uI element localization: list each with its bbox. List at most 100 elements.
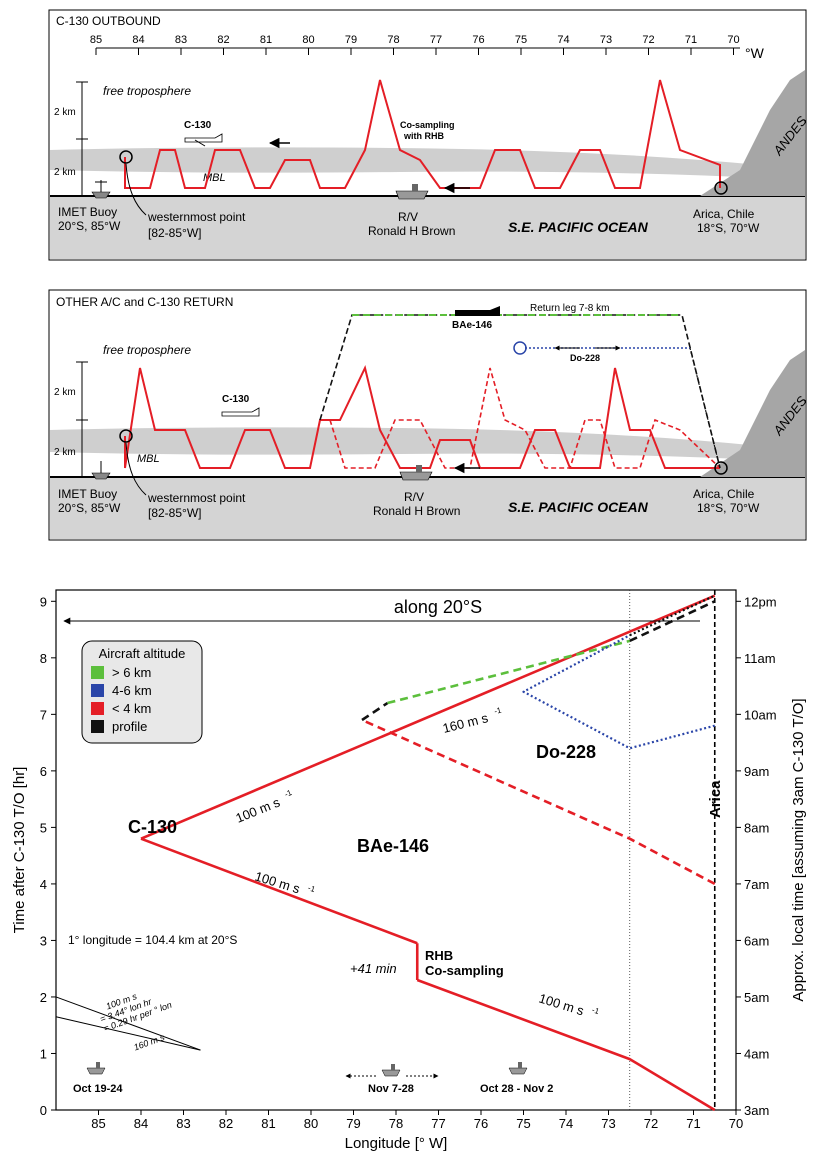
chart-series-0-segment-2 [140, 837, 418, 945]
legend-box [81, 640, 203, 744]
legend-label-4to6km: 4-6 km [112, 683, 152, 698]
outbound-lon-tick-label: 78 [387, 34, 399, 46]
legend-label-gt6km: > 6 km [112, 665, 151, 680]
chart-x-tick-label: 73 [601, 1116, 615, 1131]
chart-x-tick-label: 76 [474, 1116, 488, 1131]
legend-title: Aircraft altitude [99, 646, 186, 661]
chart-x-tick-label: 82 [219, 1116, 233, 1131]
outbound-lon-ticks: 85 84 83 82 81 80 79 78 77 76 75 74 73 72 71 70 [90, 34, 740, 55]
outbound-lon-tick-label: 71 [685, 34, 697, 46]
legend-label-profile: profile [112, 719, 147, 734]
chart-wedge-line-4: 160 m s [132, 1032, 166, 1053]
chart-y2-label: Approx. local time [assuming 3am C-130 T… [790, 698, 807, 1001]
return-2km-upper: 2 km [54, 387, 76, 398]
chart-y2-tick-label: 4am [744, 1046, 769, 1061]
outbound-rv-label-2: Ronald H Brown [368, 224, 455, 238]
panel-return-title: OTHER A/C and C-130 RETURN [56, 295, 233, 309]
chart-x-label: Longitude [° W] [345, 1135, 448, 1152]
chart-speed-100c: 100 m s -1 [537, 991, 601, 1019]
outbound-c130-icon [184, 133, 223, 147]
chart-y2-ticks: 3am 4am 5am 6am 7am 8am 9am 10am 11am 12pm [736, 594, 777, 1118]
return-arica-label-1: Arica, Chile [693, 487, 755, 501]
outbound-deg-w: °W [745, 45, 765, 61]
outbound-flight-track [124, 79, 721, 189]
panel-outbound: C-130 OUTBOUND 85 84 83 82 81 80 79 78 77 76 75 74 7… [48, 9, 810, 261]
chart-y-tick-label: 5 [40, 820, 47, 835]
return-bae-label: BAe-146 [452, 320, 492, 331]
chart-speed-160-sup: -1 [493, 705, 503, 716]
return-c130-label: C-130 [222, 394, 250, 405]
outbound-arica-label-1: Arica, Chile [693, 207, 755, 221]
return-bae-profile [329, 367, 721, 469]
chart-series-2-segment-1 [629, 594, 716, 637]
legend-swatch-4to6km [91, 684, 104, 697]
chart-x-tick-label: 83 [176, 1116, 190, 1131]
chart-legend: Aircraft altitude > 6 km 4-6 km < 4 km p… [81, 640, 203, 744]
chart-y-tick-label: 4 [40, 877, 47, 892]
chart-speed-100a-sup: -1 [283, 788, 293, 799]
chart-y-ticks: 0 1 2 3 4 5 6 7 8 9 [40, 594, 56, 1118]
chart-speed-100b-sup: -1 [307, 883, 317, 894]
return-buoy-label-2: 20°S, 85°W [58, 501, 121, 515]
outbound-buoy-label-1: IMET Buoy [58, 205, 117, 219]
chart-speed-160: 160 m s -1 [441, 705, 503, 735]
outbound-lon-tick-label: 80 [302, 34, 314, 46]
chart-y2-tick-label: 10am [744, 707, 777, 722]
chart-wedge-160 [55, 1016, 201, 1051]
chart-x-tick-label: 85 [91, 1116, 105, 1131]
chart-x-tick-label: 81 [261, 1116, 275, 1131]
return-c130-track [124, 365, 720, 469]
chart-y2-tick-label: 12pm [744, 594, 777, 609]
return-westernmost-marker [119, 429, 133, 443]
chart-series-1-segment-1 [361, 701, 389, 722]
chart-x-tick-label: 74 [559, 1116, 573, 1131]
timing-chart: 85 84 83 82 81 80 79 78 77 76 75 74 73 72 71 70 0123456… [11, 589, 807, 1152]
chart-x-tick-label: 71 [686, 1116, 700, 1131]
outbound-ocean-label: S.E. PACIFIC OCEAN [508, 219, 649, 235]
chart-speed-100b: 100 m s -1 [253, 869, 317, 897]
chart-series-2-segment-0 [522, 634, 716, 750]
legend-swatch-lt4km [91, 702, 104, 715]
chart-series-1-segment-0 [361, 718, 716, 886]
outbound-free-trop: free troposphere [103, 84, 191, 98]
outbound-arica-label-2: 18°S, 70°W [697, 221, 760, 235]
chart-y-tick-label: 2 [40, 990, 47, 1005]
chart-cruise-label-3: Oct 28 - Nov 2 [480, 1083, 553, 1095]
return-ship-icon [399, 465, 433, 481]
chart-x-tick-label: 80 [304, 1116, 318, 1131]
return-mbl: MBL [137, 453, 160, 465]
chart-rhb-label-2: Co-sampling [425, 963, 504, 978]
outbound-westernmost-pointer [125, 163, 147, 216]
chart-y-tick-label: 3 [40, 933, 47, 948]
outbound-cosampling-2: with RHB [403, 131, 444, 141]
return-arica-label-2: 18°S, 70°W [697, 501, 760, 515]
chart-arica-label: Arica [707, 780, 724, 818]
chart-x-tick-label: 75 [516, 1116, 530, 1131]
return-free-trop: free troposphere [103, 343, 191, 357]
legend-label-lt4km: < 4 km [112, 701, 151, 716]
chart-y-tick-label: 6 [40, 764, 47, 779]
outbound-arica-marker [714, 181, 728, 195]
return-do228-label: Do-228 [570, 353, 600, 363]
legend-swatch-gt6km [91, 666, 104, 679]
chart-cruise-ship-3 [508, 1062, 528, 1075]
return-arica-marker [714, 461, 728, 475]
chart-speed-100c-sup: -1 [591, 1005, 601, 1016]
outbound-ocean [50, 196, 805, 259]
chart-y-tick-label: 9 [40, 594, 47, 609]
outbound-lon-tick-label: 79 [345, 34, 357, 46]
outbound-lon-tick-label: 83 [175, 34, 187, 46]
chart-lonkm-label: 1° longitude = 104.4 km at 20°S [68, 933, 237, 947]
chart-x-tick-label: 72 [644, 1116, 658, 1131]
outbound-ship-icon [395, 184, 429, 200]
outbound-lon-tick-label: 81 [260, 34, 272, 46]
return-ocean [50, 477, 805, 539]
chart-wedge-text: 100 m s = 3.44° lon hr = 0.29 hr per ° l… [99, 991, 173, 1053]
chart-along-label: along 20°S [394, 597, 482, 617]
outbound-lon-tick-label: 75 [515, 34, 527, 46]
outbound-rv-label-1: R/V [398, 210, 418, 224]
outbound-c130-label: C-130 [184, 120, 212, 131]
chart-speed-100a-text: 100 m s [234, 794, 283, 825]
return-rv-label-2: Ronald H Brown [373, 504, 460, 518]
